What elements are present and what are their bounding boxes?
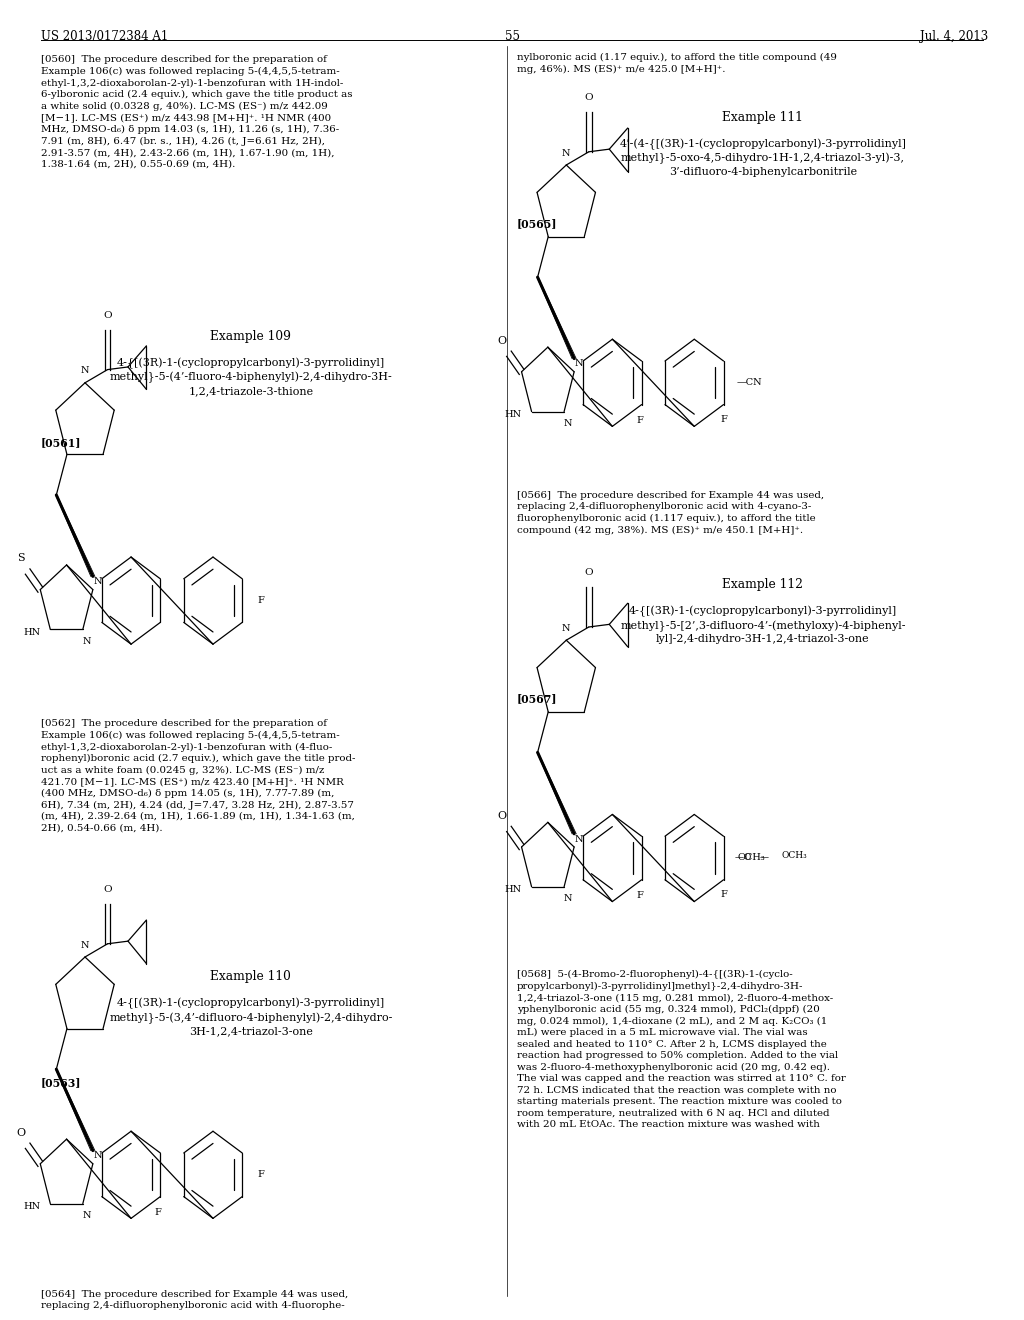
Text: Jul. 4, 2013: Jul. 4, 2013 [920,30,988,44]
Text: Example 112: Example 112 [722,578,804,591]
Text: S: S [16,553,25,564]
Text: [0564]  The procedure described for Example 44 was used,
replacing 2,4-difluorop: [0564] The procedure described for Examp… [41,1290,348,1309]
Text: Example 110: Example 110 [211,970,291,983]
Text: F: F [155,1208,162,1217]
Text: [0561]: [0561] [41,437,82,447]
Text: OCH₃: OCH₃ [781,851,807,859]
Text: N: N [564,894,572,903]
Text: N: N [83,636,91,645]
Text: Example 109: Example 109 [210,330,292,343]
Text: 4-{[(3R)-1-(cyclopropylcarbonyl)-3-pyrrolidinyl]
methyl}-5-(4’-fluoro-4-biphenyl: 4-{[(3R)-1-(cyclopropylcarbonyl)-3-pyrro… [110,358,392,396]
Text: N: N [575,834,584,843]
Text: F: F [636,416,643,425]
Text: O: O [498,335,506,346]
Text: O: O [103,312,112,319]
Text: 55: 55 [505,30,519,44]
Text: [0567]: [0567] [517,693,558,704]
Text: N: N [94,1151,102,1160]
Text: [0568]  5-(4-Bromo-2-fluorophenyl)-4-{[(3R)-1-(cyclo-
propylcarbonyl)-3-pyrrolid: [0568] 5-(4-Bromo-2-fluorophenyl)-4-{[(3… [517,970,846,1129]
Text: 4’-(4-{[(3R)-1-(cyclopropylcarbonyl)-3-pyrrolidinyl]
methyl}-5-oxo-4,5-dihydro-1: 4’-(4-{[(3R)-1-(cyclopropylcarbonyl)-3-p… [620,139,906,177]
Text: OCH₃: OCH₃ [737,854,765,862]
Text: N: N [564,418,572,428]
Text: HN: HN [24,627,40,636]
Text: O: O [585,94,593,102]
Text: F: F [257,1171,264,1179]
Text: O: O [103,886,112,894]
Text: N: N [94,577,102,586]
Text: F: F [720,414,727,424]
Text: F: F [720,890,727,899]
Text: US 2013/0172384 A1: US 2013/0172384 A1 [41,30,168,44]
Text: [0562]  The procedure described for the preparation of
Example 106(c) was follow: [0562] The procedure described for the p… [41,719,355,833]
Text: N: N [562,149,570,157]
Text: N: N [562,624,570,632]
Text: Example 111: Example 111 [723,111,803,124]
Text: HN: HN [24,1201,40,1210]
Text: O: O [498,810,506,821]
Text: O: O [16,1127,25,1138]
Text: N: N [81,367,89,375]
Text: —CN: —CN [736,379,762,387]
Text: N: N [575,359,584,368]
Text: [0566]  The procedure described for Example 44 was used,
replacing 2,4-difluorop: [0566] The procedure described for Examp… [517,491,824,535]
Text: F: F [636,891,643,900]
Text: N: N [81,941,89,949]
Text: O: O [585,569,593,577]
Text: [0560]  The procedure described for the preparation of
Example 106(c) was follow: [0560] The procedure described for the p… [41,55,352,169]
Text: HN: HN [505,409,521,418]
Text: N: N [83,1210,91,1220]
Text: —O   —: —O — [735,854,769,862]
Text: HN: HN [505,884,521,894]
Text: F: F [257,597,264,605]
Text: 4-{[(3R)-1-(cyclopropylcarbonyl)-3-pyrrolidinyl]
methyl}-5-[2’,3-difluoro-4’-(me: 4-{[(3R)-1-(cyclopropylcarbonyl)-3-pyrro… [621,606,905,644]
Text: [0563]: [0563] [41,1077,82,1088]
Text: [0565]: [0565] [517,218,558,228]
Text: nylboronic acid (1.17 equiv.), to afford the title compound (49
mg, 46%). MS (ES: nylboronic acid (1.17 equiv.), to afford… [517,53,837,74]
Text: 4-{[(3R)-1-(cyclopropylcarbonyl)-3-pyrrolidinyl]
methyl}-5-(3,4’-difluoro-4-biph: 4-{[(3R)-1-(cyclopropylcarbonyl)-3-pyrro… [110,998,392,1036]
